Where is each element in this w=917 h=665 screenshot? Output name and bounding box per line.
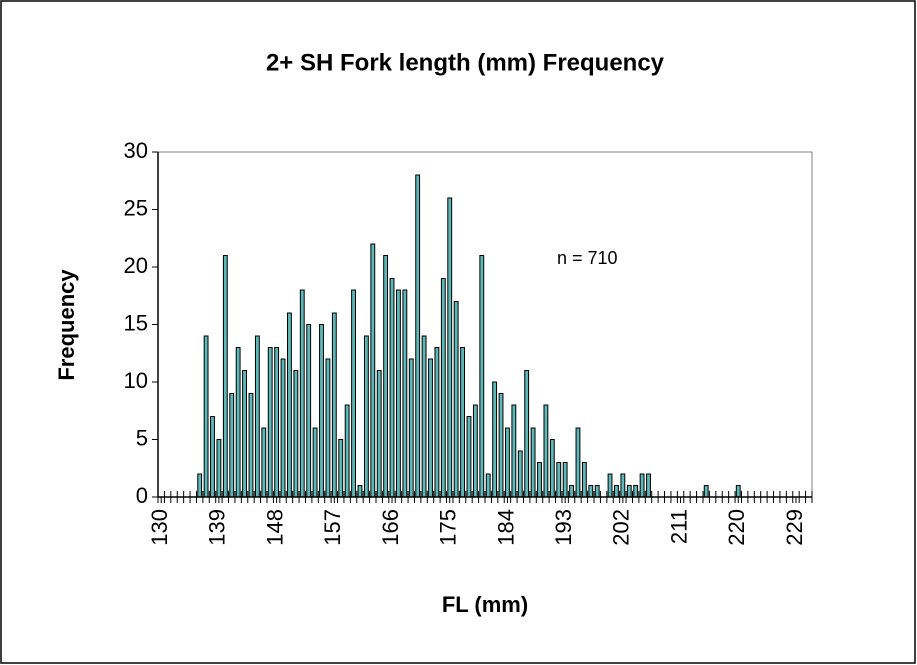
bar <box>472 404 478 498</box>
y-tick-label: 15 <box>124 310 148 335</box>
bar <box>351 289 356 498</box>
x-tick-label: 184 <box>493 509 518 546</box>
bar <box>517 450 523 498</box>
x-tick-label: 130 <box>147 509 172 546</box>
x-tick-label: 211 <box>666 509 691 544</box>
x-axis-label: FL (mm) <box>442 592 528 617</box>
bar <box>569 485 574 498</box>
bar <box>588 485 594 498</box>
bar <box>408 358 414 498</box>
x-tick-label: 166 <box>378 509 403 546</box>
bar <box>607 473 613 498</box>
y-tick-label: 30 <box>124 138 148 163</box>
bar <box>235 347 241 498</box>
x-tick-label: 157 <box>320 509 345 546</box>
bar <box>735 485 741 498</box>
bar <box>543 404 549 498</box>
bar <box>383 255 389 498</box>
bar <box>434 347 440 498</box>
bar <box>267 347 273 498</box>
bar <box>254 335 260 498</box>
bar <box>357 485 363 498</box>
bar <box>325 358 331 498</box>
bar <box>453 301 459 498</box>
bar <box>594 485 600 498</box>
bar <box>242 370 247 498</box>
bar <box>344 404 350 498</box>
bar <box>498 393 504 498</box>
bar <box>216 439 222 498</box>
bar <box>530 427 536 498</box>
bar <box>537 462 542 498</box>
x-tick-label: 202 <box>609 509 634 546</box>
x-tick-label: 139 <box>205 509 230 546</box>
bar <box>389 278 395 498</box>
bar <box>261 427 267 498</box>
bar <box>293 370 299 498</box>
bar <box>376 370 382 498</box>
bar <box>312 427 318 498</box>
y-tick-label: 10 <box>124 368 148 393</box>
bar <box>626 485 632 498</box>
bar <box>402 289 408 498</box>
bar <box>197 473 203 498</box>
x-tick-label: 229 <box>782 509 807 546</box>
bar <box>447 197 453 498</box>
bar <box>575 427 581 498</box>
bar <box>581 462 587 498</box>
bar <box>338 439 344 498</box>
bar <box>460 347 465 498</box>
bar <box>549 439 555 498</box>
bar <box>703 485 709 498</box>
bar <box>633 485 639 498</box>
bar <box>306 324 312 498</box>
bar <box>203 335 209 498</box>
annotation: n = 710 <box>557 248 618 268</box>
bar <box>299 289 305 498</box>
bar <box>614 485 619 498</box>
bar <box>363 335 369 498</box>
x-tick-label: 193 <box>551 509 576 546</box>
bar <box>639 473 645 498</box>
bar <box>248 393 254 498</box>
bar <box>620 473 626 498</box>
bar <box>319 324 324 498</box>
chart-title: 2+ SH Fork length (mm) Frequency <box>266 49 665 76</box>
bar <box>428 358 433 498</box>
y-tick-label: 25 <box>124 195 148 220</box>
bar <box>331 312 337 498</box>
x-tick-label: 175 <box>436 509 461 546</box>
bar <box>229 393 235 498</box>
bar <box>466 416 472 498</box>
bar <box>421 335 427 498</box>
bar <box>370 243 376 498</box>
x-tick-label: 220 <box>724 509 749 546</box>
bar <box>396 289 401 498</box>
bar <box>287 312 292 498</box>
y-tick-label: 0 <box>136 483 148 508</box>
bar <box>210 416 215 498</box>
x-tick-label: 148 <box>262 509 287 546</box>
bar <box>646 473 651 498</box>
bar <box>556 462 562 498</box>
bar <box>440 278 446 498</box>
y-tick-label: 20 <box>124 253 148 278</box>
bar <box>562 462 568 498</box>
bar <box>524 370 530 498</box>
bar <box>492 381 498 498</box>
bar <box>505 427 510 498</box>
bar <box>511 404 517 498</box>
bar <box>280 358 286 498</box>
bar <box>274 347 280 498</box>
y-tick-label: 5 <box>136 425 148 450</box>
bar <box>222 255 228 498</box>
bar <box>485 473 491 498</box>
bar <box>479 255 485 498</box>
y-axis-label: Frequency <box>54 269 79 381</box>
bar <box>415 174 421 498</box>
